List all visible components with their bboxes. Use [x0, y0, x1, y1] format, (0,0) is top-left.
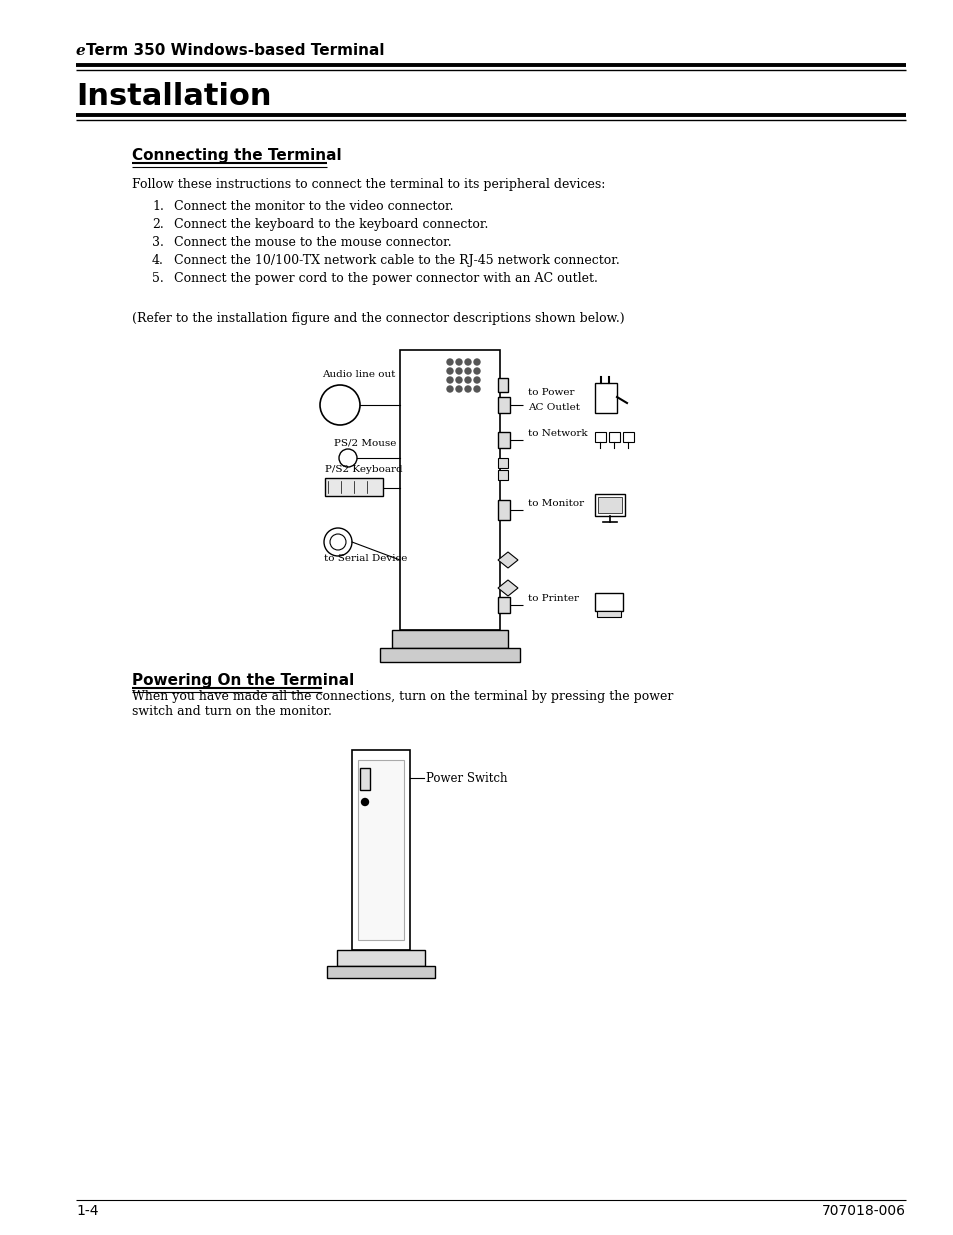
Text: 1.: 1.	[152, 200, 164, 212]
Text: (Refer to the installation figure and the connector descriptions shown below.): (Refer to the installation figure and th…	[132, 312, 624, 325]
Circle shape	[474, 368, 479, 374]
Bar	[325, 478, 382, 496]
Bar	[336, 950, 424, 966]
Text: 5.: 5.	[152, 272, 164, 285]
Circle shape	[464, 377, 471, 383]
Text: PS/2 Mouse: PS/2 Mouse	[334, 438, 395, 448]
Bar	[357, 760, 403, 940]
Bar	[497, 432, 510, 448]
Circle shape	[447, 387, 453, 391]
Text: Connect the power cord to the power connector with an AC outlet.: Connect the power cord to the power conn…	[173, 272, 598, 285]
Bar	[497, 458, 507, 468]
Circle shape	[456, 368, 461, 374]
Text: Power Switch: Power Switch	[426, 772, 507, 784]
Bar	[497, 500, 510, 520]
Text: Installation: Installation	[76, 82, 272, 111]
Circle shape	[464, 368, 471, 374]
Text: Audio line out: Audio line out	[322, 370, 395, 379]
Text: Connect the monitor to the video connector.: Connect the monitor to the video connect…	[173, 200, 453, 212]
Text: e: e	[76, 44, 86, 58]
Text: to Serial Device: to Serial Device	[324, 555, 407, 563]
Bar	[595, 383, 617, 412]
Circle shape	[464, 359, 471, 366]
Circle shape	[474, 387, 479, 391]
Bar	[598, 496, 621, 513]
Circle shape	[474, 377, 479, 383]
Text: Term 350 Windows-based Terminal: Term 350 Windows-based Terminal	[86, 43, 384, 58]
Bar	[359, 768, 370, 790]
Text: Connect the keyboard to the keyboard connector.: Connect the keyboard to the keyboard con…	[173, 219, 488, 231]
Bar	[497, 597, 510, 613]
Circle shape	[361, 799, 368, 805]
Circle shape	[447, 368, 453, 374]
Text: AC Outlet: AC Outlet	[527, 403, 579, 412]
Bar	[595, 432, 605, 442]
Bar	[327, 966, 435, 978]
Text: P/S2 Keyboard: P/S2 Keyboard	[325, 466, 402, 474]
Circle shape	[464, 387, 471, 391]
Text: to Network: to Network	[527, 429, 587, 438]
Bar	[608, 432, 619, 442]
Text: 707018-006: 707018-006	[821, 1204, 905, 1218]
Bar	[497, 396, 510, 412]
Polygon shape	[497, 552, 517, 568]
Bar	[595, 593, 622, 611]
Text: Powering On the Terminal: Powering On the Terminal	[132, 673, 354, 688]
Circle shape	[456, 387, 461, 391]
Circle shape	[447, 359, 453, 366]
Text: Connecting the Terminal: Connecting the Terminal	[132, 148, 341, 163]
Text: 3.: 3.	[152, 236, 164, 249]
Bar	[379, 648, 519, 662]
Text: Follow these instructions to connect the terminal to its peripheral devices:: Follow these instructions to connect the…	[132, 178, 605, 191]
Bar	[352, 750, 410, 950]
Text: 4.: 4.	[152, 254, 164, 267]
Bar	[399, 350, 499, 630]
Circle shape	[447, 377, 453, 383]
Polygon shape	[497, 580, 517, 597]
Text: to Monitor: to Monitor	[527, 499, 583, 508]
Circle shape	[474, 359, 479, 366]
Circle shape	[456, 377, 461, 383]
Bar	[392, 630, 507, 648]
Bar	[595, 494, 624, 516]
Text: When you have made all the connections, turn on the terminal by pressing the pow: When you have made all the connections, …	[132, 690, 673, 718]
Text: Connect the 10/100-TX network cable to the RJ-45 network connector.: Connect the 10/100-TX network cable to t…	[173, 254, 619, 267]
Text: to Power: to Power	[527, 388, 574, 396]
Text: to Printer: to Printer	[527, 594, 578, 603]
Text: 2.: 2.	[152, 219, 164, 231]
Bar	[622, 432, 634, 442]
Bar	[497, 471, 507, 480]
Text: Connect the mouse to the mouse connector.: Connect the mouse to the mouse connector…	[173, 236, 451, 249]
Bar	[497, 378, 507, 391]
Text: 1-4: 1-4	[76, 1204, 98, 1218]
Bar	[597, 611, 620, 618]
Circle shape	[456, 359, 461, 366]
